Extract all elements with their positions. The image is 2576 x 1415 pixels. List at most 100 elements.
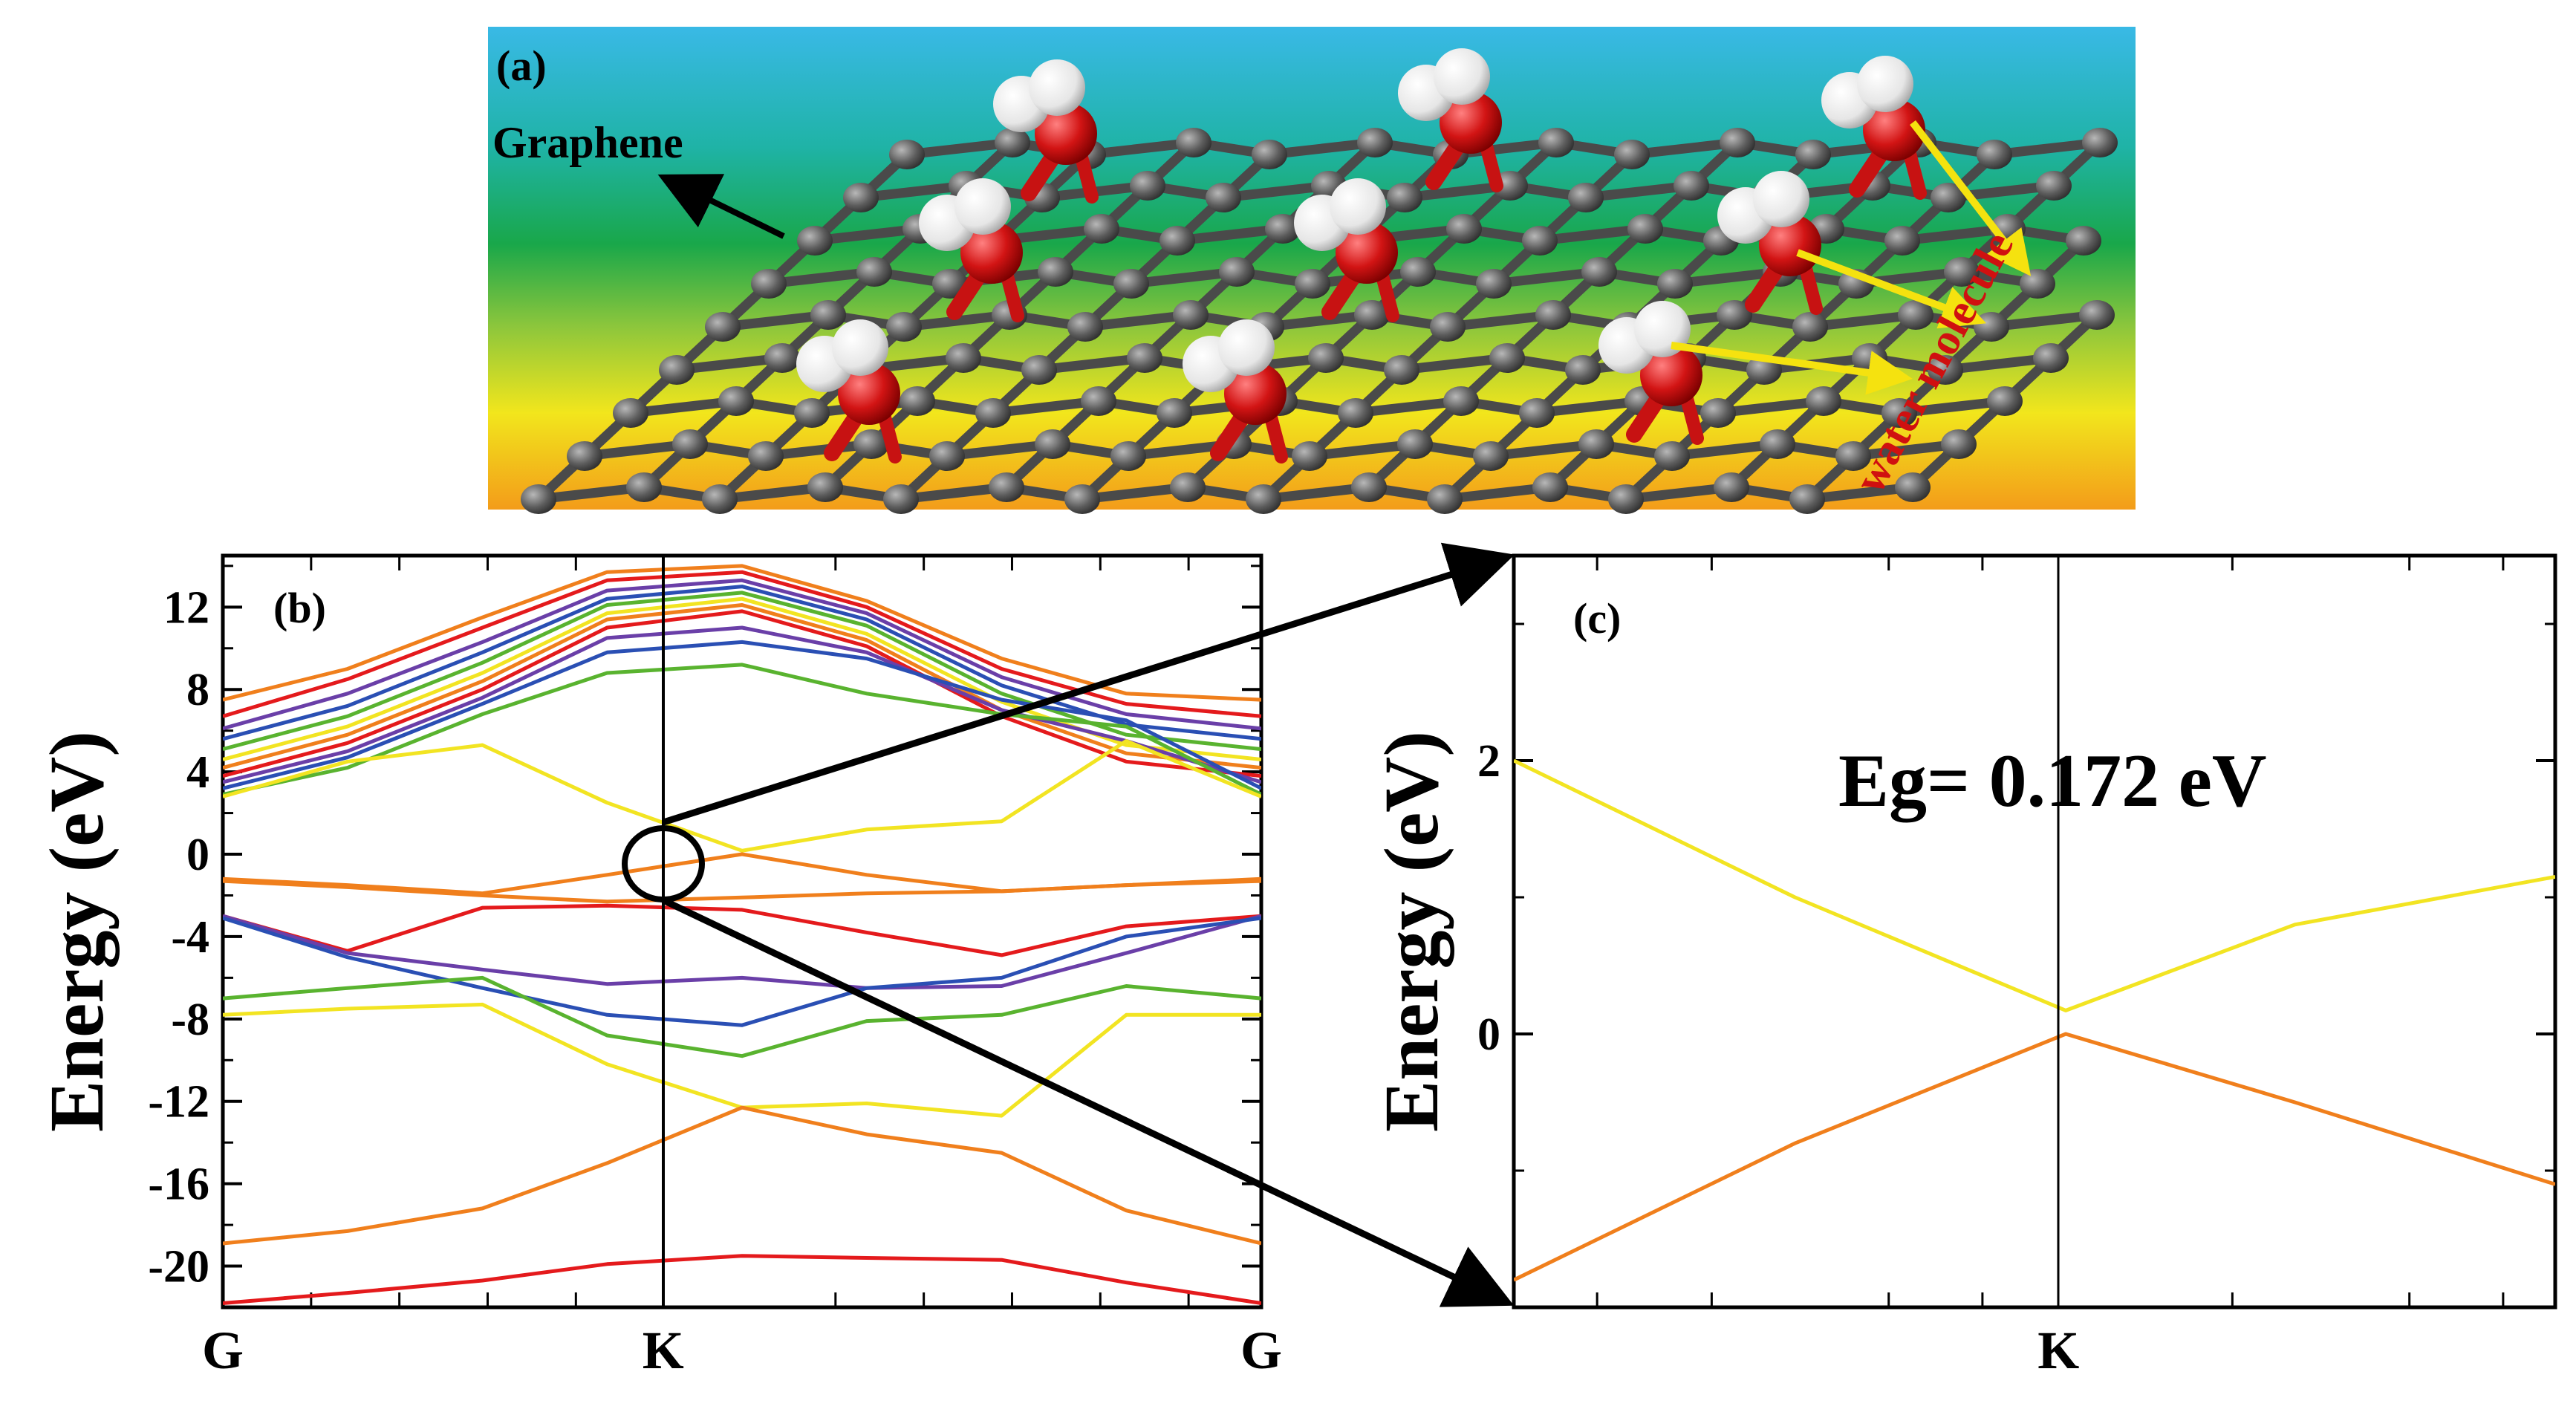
- band-gap-annotation: Eg= 0.172 eV: [1838, 739, 2267, 823]
- carbon-atom: [1928, 355, 1963, 385]
- water-arrow-2: [1796, 249, 1987, 329]
- carbon-atom: [1067, 312, 1103, 342]
- panel-c-bands: [1514, 758, 2555, 1282]
- carbon-atom: [1130, 171, 1165, 201]
- panel-c-ticks: 20: [1477, 556, 2555, 1309]
- carbon-atom: [1354, 300, 1390, 330]
- water-pointer-arrows: [1671, 120, 2032, 395]
- carbon-atom: [1157, 398, 1192, 428]
- carbon-atom: [1700, 398, 1736, 428]
- carbon-atom: [2082, 128, 2118, 157]
- carbon-atom: [613, 398, 648, 428]
- water-molecule: [796, 319, 902, 463]
- y-tick-label: -8: [171, 995, 209, 1045]
- carbon-atom: [1608, 484, 1644, 514]
- carbon-atom: [1578, 429, 1614, 459]
- carbon-atom: [1127, 343, 1162, 373]
- band-line-yellow: [223, 1002, 1261, 1118]
- carbon-atom: [1295, 269, 1330, 299]
- carbon-atom: [810, 300, 846, 330]
- carbon-atom: [1674, 171, 1709, 201]
- zoom-arrow-top: [662, 542, 1515, 826]
- y-tick-label: 4: [186, 747, 209, 798]
- panel-c: 20 (c) Energy (eV) Eg= 0.172 eV K: [1369, 553, 2557, 1380]
- carbon-atom: [1081, 386, 1116, 416]
- carbon-atom: [2066, 226, 2101, 256]
- carbon-atom: [1176, 128, 1211, 157]
- carbon-atom: [1884, 226, 1920, 256]
- carbon-atom: [1532, 472, 1568, 502]
- carbon-atom: [946, 343, 981, 373]
- carbon-atom: [567, 441, 602, 471]
- zoom-circle: [622, 825, 705, 902]
- carbon-atom: [1173, 300, 1209, 330]
- carbon-atom: [929, 441, 965, 471]
- carbon-atom: [886, 312, 922, 342]
- band-line-purple: [223, 625, 1261, 784]
- band-line-orange: [1514, 1032, 2555, 1282]
- carbon-atom: [748, 441, 784, 471]
- carbon-atom: [705, 312, 741, 342]
- carbon-atom: [1714, 472, 1749, 502]
- graphene-pointer-arrow: [657, 174, 785, 239]
- carbon-atom: [797, 226, 833, 256]
- panel-a: (a) Graphene water molecule: [488, 27, 2136, 514]
- oxygen-atom: [1759, 214, 1821, 276]
- carbon-atom: [1881, 398, 1917, 428]
- water-molecule: [919, 178, 1024, 322]
- carbon-atom: [1252, 140, 1287, 169]
- kpoint-label-K: K: [643, 1321, 684, 1380]
- band-line-orange: [223, 564, 1261, 702]
- band-line-red: [223, 1254, 1261, 1305]
- carbon-atom: [751, 269, 787, 299]
- carbon-atom: [1720, 128, 1755, 157]
- carbon-atom: [889, 140, 925, 169]
- carbon-atom: [1535, 300, 1571, 330]
- carbon-atom: [1977, 140, 2012, 169]
- carbon-atom: [1581, 257, 1617, 287]
- oxygen-atom: [838, 362, 900, 425]
- carbon-atom: [1038, 257, 1073, 287]
- carbon-atom: [1987, 386, 2023, 416]
- oxygen-atom: [1336, 221, 1398, 284]
- panel-a-letter: (a): [496, 42, 547, 90]
- band-line-orange: [223, 852, 1261, 896]
- carbon-atom: [1568, 183, 1604, 212]
- panel-b-ticks: 12 8 4 0 -4 -8 -12 -16 -20: [148, 556, 1261, 1309]
- oxygen-atom: [1640, 344, 1702, 406]
- carbon-atom: [1895, 472, 1931, 502]
- carbon-atom: [1476, 269, 1512, 299]
- carbon-atom: [856, 257, 892, 287]
- water-arrow-1: [1910, 120, 2032, 276]
- carbon-atom: [853, 429, 889, 459]
- carbon-atom: [659, 355, 695, 385]
- carbon-atom: [1931, 183, 1966, 212]
- carbon-atom: [1522, 226, 1558, 256]
- carbon-atom: [1443, 386, 1479, 416]
- band-line-orange: [223, 1105, 1261, 1246]
- carbon-atom: [1614, 140, 1650, 169]
- carbon-atom: [702, 484, 738, 514]
- carbon-atom: [1835, 441, 1871, 471]
- carbon-atom: [1446, 214, 1482, 244]
- carbon-atom: [900, 386, 935, 416]
- carbon-atom: [2079, 300, 2115, 330]
- y-tick-label: -12: [148, 1077, 209, 1128]
- carbon-atom: [626, 472, 662, 502]
- hydrogen-atom: [1218, 319, 1275, 376]
- y-tick-label: -16: [148, 1159, 209, 1210]
- y-tick-label: 12: [163, 582, 209, 633]
- hydrogen-atom: [1330, 178, 1386, 235]
- kpoint-label-G: G: [202, 1321, 244, 1380]
- carbon-atom: [764, 343, 800, 373]
- carbon-atom: [1206, 183, 1241, 212]
- band-line-blue: [223, 585, 1261, 741]
- carbon-atom: [883, 484, 919, 514]
- carbon-atom: [1473, 441, 1509, 471]
- carbon-atom: [1427, 484, 1463, 514]
- carbon-atom: [843, 183, 879, 212]
- kpoint-label-K: K: [2037, 1321, 2079, 1380]
- panel-b-ylabel: Energy (eV): [34, 731, 120, 1132]
- carbon-atom: [1400, 257, 1436, 287]
